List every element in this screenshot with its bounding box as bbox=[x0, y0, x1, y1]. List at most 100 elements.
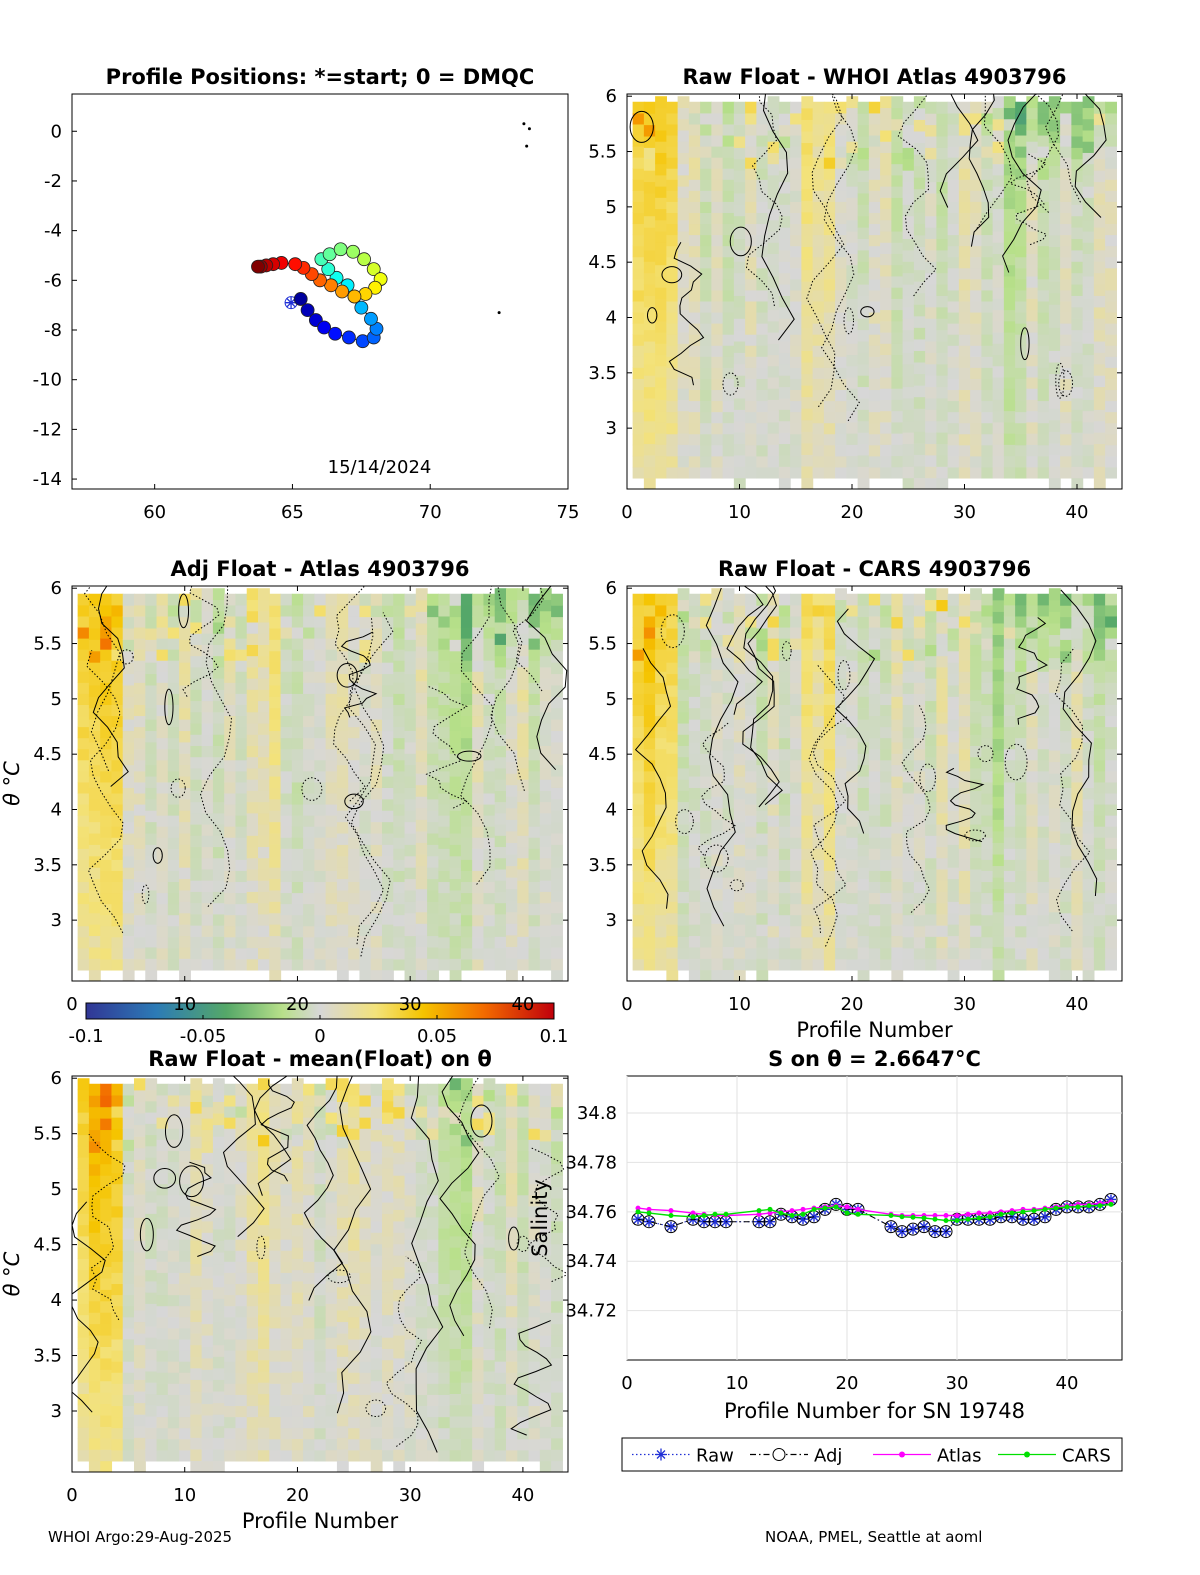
raw_cars-cell bbox=[835, 823, 847, 836]
raw_cars-cell bbox=[891, 696, 904, 709]
adj_atlas-cell bbox=[336, 889, 349, 902]
raw_atlas-cell bbox=[868, 157, 881, 169]
raw_cars-cell bbox=[711, 726, 724, 739]
adj_atlas-cell bbox=[528, 947, 541, 960]
raw_mean-cell bbox=[100, 1266, 113, 1279]
raw_cars-cell bbox=[992, 934, 1005, 947]
adj_atlas-cell bbox=[224, 792, 237, 805]
raw_mean-cell bbox=[88, 1312, 101, 1325]
raw_mean-cell bbox=[156, 1227, 169, 1240]
adj_atlas-cell bbox=[88, 878, 101, 891]
raw_mean-cell bbox=[201, 1323, 214, 1336]
adj_atlas-cell bbox=[404, 935, 417, 948]
adj_atlas-cell bbox=[224, 892, 237, 905]
raw_atlas-contour-loop bbox=[1055, 362, 1065, 399]
raw_atlas-cell bbox=[767, 208, 780, 221]
raw_atlas-cell bbox=[1071, 409, 1084, 422]
raw_atlas-cell bbox=[1003, 219, 1016, 232]
raw_mean-cell bbox=[179, 1416, 191, 1429]
raw_cars-cell bbox=[1060, 764, 1072, 777]
adj_atlas-cell bbox=[314, 693, 327, 705]
raw_atlas-cell bbox=[970, 411, 982, 424]
raw_cars-cell bbox=[1060, 798, 1072, 811]
raw_cars-cell bbox=[632, 671, 645, 683]
raw_atlas-cell bbox=[868, 389, 881, 402]
raw_cars-cell bbox=[688, 627, 701, 640]
raw_cars-cell bbox=[632, 626, 645, 639]
raw_atlas-cell bbox=[700, 245, 712, 258]
raw_atlas-cell bbox=[880, 331, 892, 344]
raw_mean-cell bbox=[88, 1255, 101, 1268]
raw_atlas-cell bbox=[970, 345, 982, 357]
raw_atlas-cell bbox=[981, 168, 994, 180]
raw_atlas-cell bbox=[1060, 123, 1072, 136]
raw_cars-cell bbox=[1026, 958, 1039, 971]
adj_atlas-cell bbox=[167, 826, 180, 838]
raw_cars-cell bbox=[688, 889, 701, 902]
adj_atlas-cell bbox=[145, 844, 158, 857]
adj_atlas-cell bbox=[336, 662, 349, 675]
adj_atlas-cell bbox=[167, 958, 180, 971]
raw_mean-cell bbox=[122, 1128, 135, 1140]
raw_atlas-cell bbox=[902, 306, 915, 319]
raw_mean-cell bbox=[156, 1083, 169, 1096]
raw_cars-cell bbox=[778, 803, 791, 816]
adj_atlas-cell bbox=[179, 775, 191, 788]
raw_atlas-cell bbox=[925, 466, 937, 479]
raw_cars-cell bbox=[643, 826, 656, 838]
adj_atlas-cell bbox=[415, 842, 428, 855]
raw_mean-cell bbox=[122, 1094, 135, 1107]
raw_mean-cell bbox=[145, 1100, 158, 1113]
adj_atlas-cell bbox=[404, 832, 417, 845]
raw_mean-cell bbox=[167, 1205, 180, 1218]
raw_cars-cell bbox=[857, 650, 870, 663]
raw_atlas-cell bbox=[733, 192, 746, 205]
adj_atlas-cell bbox=[460, 815, 473, 827]
raw_cars-cell bbox=[1082, 867, 1095, 880]
raw_cars-cell bbox=[700, 650, 712, 663]
adj_atlas-cell bbox=[506, 773, 518, 786]
adj_atlas-cell bbox=[167, 815, 180, 827]
adj_atlas-cell bbox=[370, 741, 383, 754]
adj_atlas-cell bbox=[348, 770, 361, 783]
raw_cars-cell bbox=[756, 912, 769, 925]
raw_cars-cell bbox=[733, 878, 746, 891]
adj_atlas-cell bbox=[145, 821, 158, 834]
adj_atlas-cell bbox=[336, 764, 349, 777]
raw_mean-cell bbox=[201, 1163, 214, 1176]
raw_atlas-cell bbox=[1003, 444, 1016, 457]
raw_atlas-cell bbox=[958, 289, 971, 302]
raw_atlas-cell bbox=[958, 112, 971, 125]
adj_atlas-cell bbox=[460, 859, 473, 871]
raw_cars-cell bbox=[812, 881, 825, 894]
adj_atlas-cell bbox=[246, 823, 259, 836]
raw_cars-cell bbox=[958, 748, 971, 761]
raw_mean-cell bbox=[134, 1425, 146, 1438]
adj_atlas-cell bbox=[179, 753, 191, 766]
raw_cars-cell bbox=[1105, 826, 1117, 838]
raw_cars-cell bbox=[778, 615, 791, 628]
raw_atlas-cell bbox=[857, 249, 870, 262]
raw_cars-cell bbox=[688, 696, 701, 709]
raw_atlas-cell bbox=[643, 409, 656, 422]
adj_atlas-cell bbox=[348, 671, 361, 683]
adj_atlas-cell bbox=[494, 745, 507, 758]
raw_cars-cell bbox=[643, 660, 656, 672]
adj_atlas-cell bbox=[280, 947, 293, 960]
adj_atlas-cell bbox=[404, 730, 417, 743]
raw_cars-cell bbox=[891, 753, 904, 766]
raw_cars-cell bbox=[936, 633, 949, 645]
raw_mean-cell bbox=[122, 1438, 135, 1451]
raw_cars-cell bbox=[970, 902, 982, 915]
raw_cars-cell bbox=[745, 848, 757, 860]
raw_cars-cell bbox=[1015, 604, 1027, 617]
adj_atlas-cell bbox=[348, 660, 361, 672]
raw_cars-cell bbox=[1037, 815, 1050, 827]
raw_mean-cell bbox=[167, 1372, 180, 1384]
raw_cars-cell bbox=[756, 707, 769, 720]
raw_atlas-cell bbox=[835, 190, 847, 202]
raw_atlas-cell bbox=[835, 367, 847, 379]
raw_atlas-cell bbox=[880, 118, 892, 131]
raw_cars-cell bbox=[925, 958, 937, 971]
raw_atlas-cell bbox=[711, 300, 724, 313]
